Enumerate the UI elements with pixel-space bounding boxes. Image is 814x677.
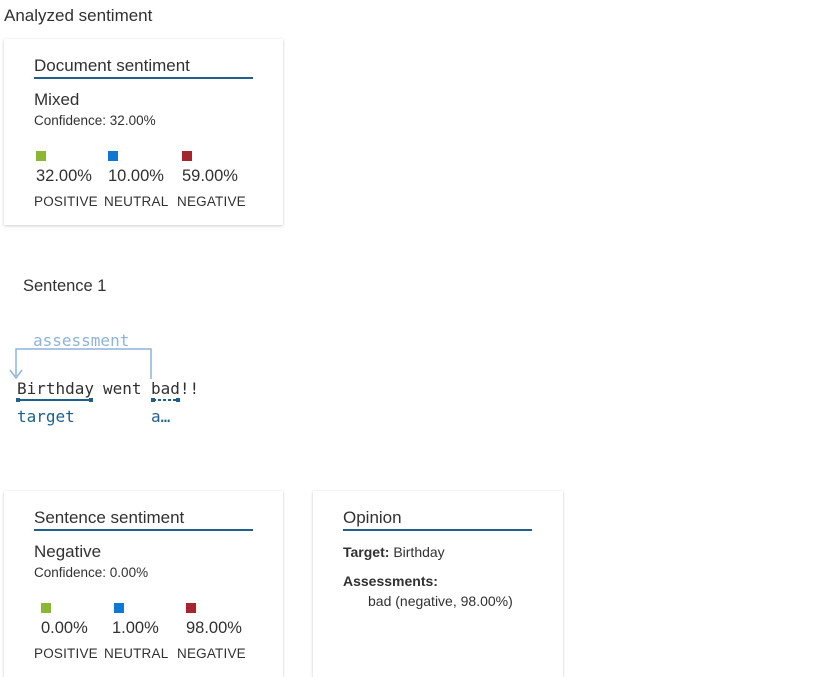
document-sentiment-title: Document sentiment [34,56,253,79]
opinion-assessments-heading: Assessments: [343,573,438,589]
neutral-swatch-icon [114,603,124,613]
opinion-target-value: Birthday [393,544,445,560]
opinion-target-key: Target: [343,544,390,560]
positive-label: POSITIVE [34,194,98,209]
assessment-short-label: a… [151,407,171,426]
sentence-heading: Sentence 1 [23,277,107,295]
neutral-score: 1.00% [112,619,159,637]
sentence-confidence: Confidence: 0.00% [34,565,149,580]
negative-swatch-icon [186,603,196,613]
positive-label: POSITIVE [34,646,98,661]
assessment-underline-end-handle [176,398,180,402]
token-bad[interactable]: bad!! [151,379,200,398]
assessment-underline-start-handle [151,398,155,402]
positive-score: 0.00% [41,619,88,637]
positive-swatch-icon [41,603,51,613]
token-birthday[interactable]: Birthday [17,379,95,398]
opinion-card: Opinion Target: Birthday Assessments: ba… [313,491,563,677]
opinion-assessment-item: bad (negative, 98.00%) [368,593,513,609]
neutral-score: 10.00% [108,167,164,185]
document-confidence: Confidence: 32.00% [34,113,156,128]
negative-label: NEGATIVE [177,194,246,209]
opinion-title: Opinion [343,508,532,531]
positive-swatch-icon [36,151,46,161]
positive-score: 32.00% [36,167,92,185]
sentence-sentiment-card: Sentence sentiment Negative Confidence: … [4,491,283,677]
negative-label: NEGATIVE [177,646,246,661]
target-underline-start-handle [16,398,20,402]
token-went[interactable]: went [103,379,142,398]
negative-score: 59.00% [182,167,238,185]
neutral-swatch-icon [108,151,118,161]
document-sentiment-label: Mixed [34,90,80,109]
negative-swatch-icon [182,151,192,161]
opinion-target: Target: Birthday [343,544,445,560]
negative-score: 98.00% [186,619,242,637]
sentence-sentiment-title: Sentence sentiment [34,508,253,531]
arrow-down-icon [9,369,23,380]
neutral-label: NEUTRAL [104,194,169,209]
neutral-label: NEUTRAL [104,646,169,661]
assessment-link-line [15,348,152,379]
sentence-sentiment-label: Negative [34,542,102,561]
assessment-link-label: assessment [33,331,130,350]
page-title: Analyzed sentiment [4,6,153,25]
document-sentiment-card: Document sentiment Mixed Confidence: 32.… [4,39,283,225]
target-label: target [17,407,75,426]
target-underline-end-handle [89,398,93,402]
